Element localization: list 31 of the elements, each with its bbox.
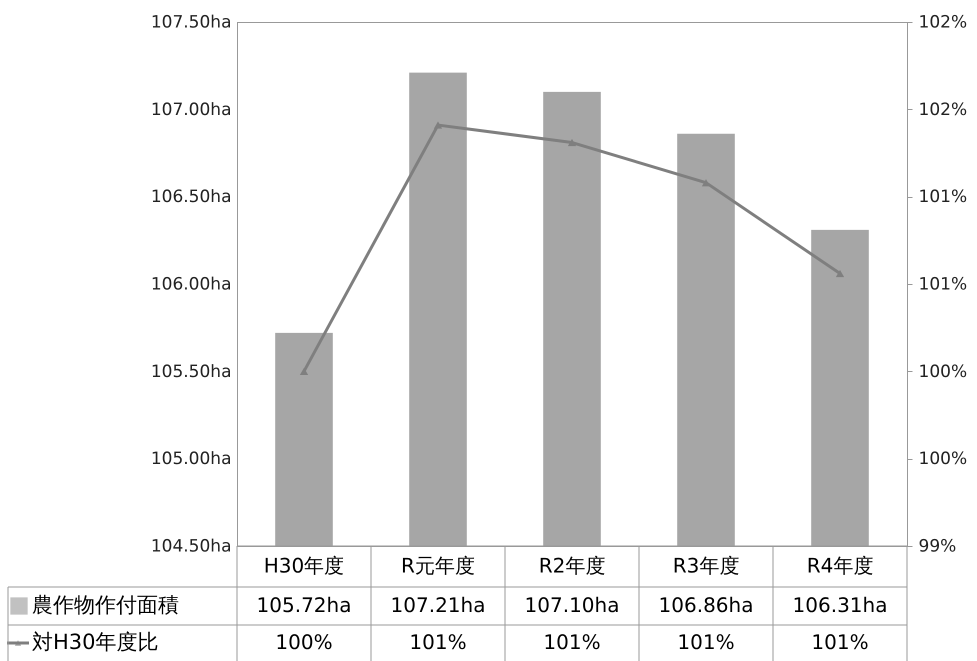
legend-label: 農作物作付面積 <box>32 593 179 617</box>
data-label: 100% <box>275 630 333 654</box>
y-tick-label: 107.00ha <box>150 100 232 120</box>
data-label: 106.86ha <box>658 593 754 617</box>
x-tick-label: R元年度 <box>401 554 475 578</box>
data-label: 105.72ha <box>256 593 352 617</box>
y2-tick-label: 101% <box>918 187 968 208</box>
y2-tick-label: 102% <box>918 100 968 120</box>
y-tick-label: 106.50ha <box>150 187 232 208</box>
x-tick-label: R2年度 <box>538 554 606 578</box>
y-tick-label: 106.00ha <box>150 274 232 294</box>
y2-tick-label: 101% <box>918 274 968 294</box>
y-tick-label: 104.50ha <box>150 536 232 556</box>
x-tick-label: H30年度 <box>264 554 344 578</box>
x-tick-label: R4年度 <box>806 554 874 578</box>
y-tick-label: 105.50ha <box>150 362 232 382</box>
data-label: 101% <box>811 630 869 654</box>
data-label: 107.10ha <box>524 593 620 617</box>
data-label: 106.31ha <box>792 593 888 617</box>
y-tick-label: 107.50ha <box>150 12 232 32</box>
data-label: 107.21ha <box>390 593 486 617</box>
y2-tick-label: 102% <box>918 12 968 32</box>
y2-tick-label: 100% <box>918 449 968 470</box>
y2-tick-label: 100% <box>918 362 968 382</box>
y-tick-label: 105.00ha <box>150 449 232 470</box>
y2-tick-label: 99% <box>918 536 956 556</box>
legend-label: 対H30年度比 <box>32 630 159 654</box>
data-label: 101% <box>677 630 735 654</box>
data-label: 101% <box>409 630 467 654</box>
data-label: 101% <box>543 630 601 654</box>
x-tick-label: R3年度 <box>672 554 740 578</box>
